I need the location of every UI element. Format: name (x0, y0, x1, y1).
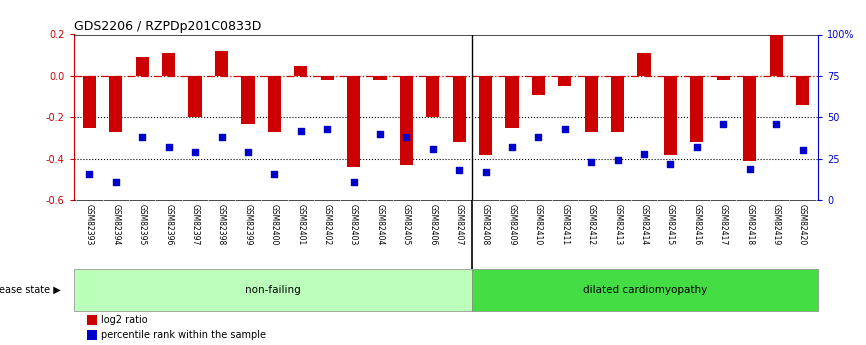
Bar (472, 269, 818, 310)
Text: GSM82402: GSM82402 (323, 204, 332, 245)
Text: GSM82399: GSM82399 (243, 204, 252, 245)
Text: disease state ▶: disease state ▶ (0, 285, 61, 295)
Point (796, 148, 810, 153)
Point (109, 179, 123, 185)
Point (373, 131, 387, 137)
Text: GSM82413: GSM82413 (613, 204, 622, 245)
Bar (215, 51, 228, 76)
Bar (136, 57, 149, 76)
Text: GSM82404: GSM82404 (376, 204, 385, 245)
Point (690, 144, 704, 150)
Point (505, 144, 519, 150)
Text: GSM82408: GSM82408 (481, 204, 490, 245)
Text: GSM82407: GSM82407 (455, 204, 463, 245)
Bar (717, 76, 730, 80)
Point (769, 121, 783, 127)
Bar (453, 76, 466, 142)
Text: non-failing: non-failing (245, 285, 301, 295)
Bar (690, 76, 703, 142)
Point (637, 151, 651, 157)
Point (268, 171, 281, 176)
Bar (770, 34, 783, 76)
Bar (506, 76, 519, 128)
Text: GSM82409: GSM82409 (507, 204, 516, 245)
Text: GSM82397: GSM82397 (191, 204, 199, 245)
Text: GSM82400: GSM82400 (270, 204, 279, 245)
Bar (109, 76, 122, 132)
Point (399, 135, 413, 140)
Text: GSM82405: GSM82405 (402, 204, 410, 245)
Point (663, 161, 677, 166)
Text: GSM82398: GSM82398 (217, 204, 226, 245)
Bar (743, 76, 756, 161)
Point (479, 169, 493, 175)
Point (135, 135, 149, 140)
Text: GSM82414: GSM82414 (640, 204, 649, 245)
Text: GSM82419: GSM82419 (772, 204, 780, 245)
Point (320, 126, 334, 132)
Point (294, 128, 307, 133)
Text: GSM82417: GSM82417 (719, 204, 727, 245)
Text: GSM82395: GSM82395 (138, 204, 146, 245)
Point (188, 149, 202, 155)
Point (585, 159, 598, 165)
Bar (559, 76, 572, 86)
Bar (532, 76, 545, 95)
Point (215, 135, 229, 140)
Bar (162, 53, 175, 76)
Text: GSM82401: GSM82401 (296, 204, 305, 245)
Point (558, 126, 572, 132)
Text: GSM82420: GSM82420 (798, 204, 807, 245)
Bar (796, 76, 809, 105)
Text: GSM82403: GSM82403 (349, 204, 358, 245)
Text: GSM82393: GSM82393 (85, 204, 94, 245)
Bar (87, 315, 97, 325)
Bar (479, 76, 492, 155)
Bar (664, 76, 677, 155)
Point (743, 166, 757, 171)
Text: dilated cardiomyopathy: dilated cardiomyopathy (584, 285, 708, 295)
Bar (83, 76, 96, 128)
Text: GSM82396: GSM82396 (165, 204, 173, 245)
Bar (611, 76, 624, 132)
Text: GDS2206 / RZPDp201C0833D: GDS2206 / RZPDp201C0833D (74, 20, 261, 33)
Bar (294, 66, 307, 76)
Point (162, 144, 176, 150)
Text: GSM82394: GSM82394 (112, 204, 120, 245)
Bar (585, 76, 598, 132)
Bar (637, 53, 650, 76)
Point (532, 135, 546, 140)
Text: percentile rank within the sample: percentile rank within the sample (101, 330, 267, 340)
Text: GSM82406: GSM82406 (429, 204, 437, 245)
Bar (87, 330, 97, 340)
Text: GSM82412: GSM82412 (587, 204, 596, 245)
Bar (189, 76, 202, 117)
Point (426, 146, 440, 151)
Point (452, 168, 466, 173)
Text: GSM82418: GSM82418 (746, 204, 754, 245)
Bar (400, 76, 413, 165)
Bar (373, 76, 386, 80)
Text: GSM82411: GSM82411 (560, 204, 569, 245)
Point (716, 121, 730, 127)
Text: GSM82410: GSM82410 (534, 204, 543, 245)
Text: log2 ratio: log2 ratio (101, 315, 148, 325)
Bar (242, 76, 255, 124)
Text: GSM82416: GSM82416 (693, 204, 701, 245)
Bar (268, 76, 281, 132)
Bar (347, 76, 360, 167)
Point (346, 179, 360, 185)
Bar (320, 76, 333, 80)
Point (241, 149, 255, 155)
Text: GSM82415: GSM82415 (666, 204, 675, 245)
Point (82, 171, 96, 176)
Point (611, 158, 624, 163)
Bar (426, 76, 439, 117)
Bar (74, 269, 472, 310)
